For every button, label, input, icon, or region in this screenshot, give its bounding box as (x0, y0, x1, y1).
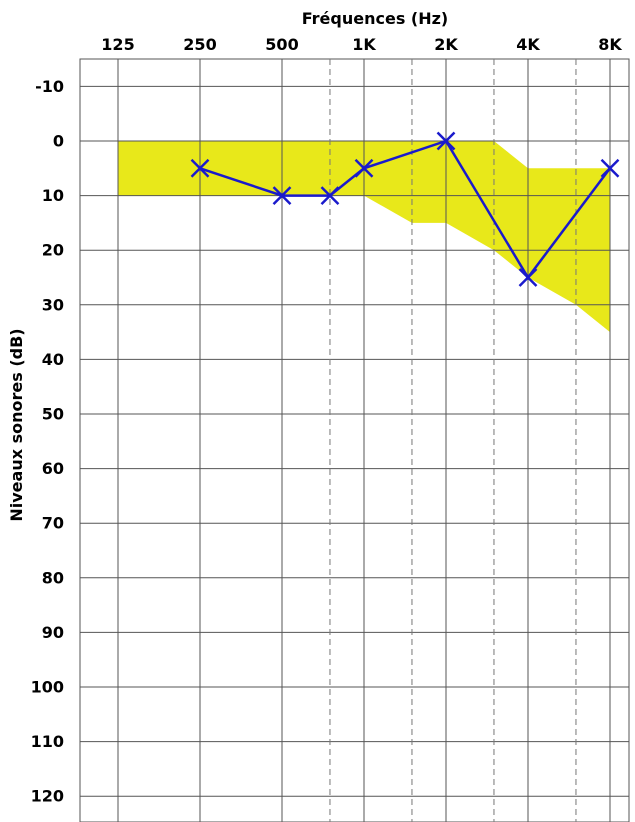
y-tick-label: 40 (42, 350, 64, 369)
y-tick-label: 50 (42, 405, 64, 424)
y-tick-label: 30 (42, 295, 64, 314)
x-tick-label: 500 (265, 35, 298, 54)
data-point (518, 268, 538, 287)
y-tick-label: 110 (31, 732, 64, 751)
y-tick-label: 10 (42, 186, 64, 205)
data-point (600, 158, 620, 178)
x-tick-label: 8K (598, 35, 622, 54)
plot-frame (79, 58, 630, 822)
y-tick-label: 0 (53, 132, 64, 151)
x-tick-label: 1K (352, 35, 376, 54)
marker-layer (190, 131, 620, 287)
data-point-stroke (518, 268, 538, 287)
data-point (190, 158, 210, 178)
data-point-stroke (272, 186, 292, 205)
y-tick-label: 60 (42, 459, 64, 478)
x-tick-label: 2K (434, 35, 458, 54)
x-tick-label: 250 (183, 35, 216, 54)
y-tick-label: 80 (42, 568, 64, 587)
band-area (118, 141, 610, 333)
normal-hearing-band (118, 141, 610, 333)
data-point-stroke (436, 131, 456, 151)
data-point (354, 158, 374, 178)
data-point (436, 131, 456, 151)
y-tick-label: 70 (42, 514, 64, 533)
x-axis-title: Fréquences (Hz) (302, 9, 449, 28)
y-tick-label: 20 (42, 241, 64, 260)
x-tick-label: 4K (516, 35, 540, 54)
grid (79, 58, 630, 822)
data-point-stroke (190, 158, 210, 178)
y-tick-label: 90 (42, 623, 64, 642)
y-axis-title: Niveaux sonores (dB) (7, 328, 26, 521)
data-point-stroke (354, 158, 374, 178)
y-tick-label: 120 (31, 787, 64, 806)
data-point-stroke (320, 186, 340, 205)
tick-labels: 125 250 500 1K 2K 4K 8K -10 0 10 20 30 40 50 60 70 80 90 1… (31, 35, 623, 806)
y-tick-label: 100 (31, 678, 64, 697)
y-tick-label: -10 (35, 77, 64, 96)
x-tick-label: 125 (101, 35, 134, 54)
data-point (272, 186, 292, 205)
data-point-stroke (600, 158, 620, 178)
data-point (320, 186, 340, 205)
